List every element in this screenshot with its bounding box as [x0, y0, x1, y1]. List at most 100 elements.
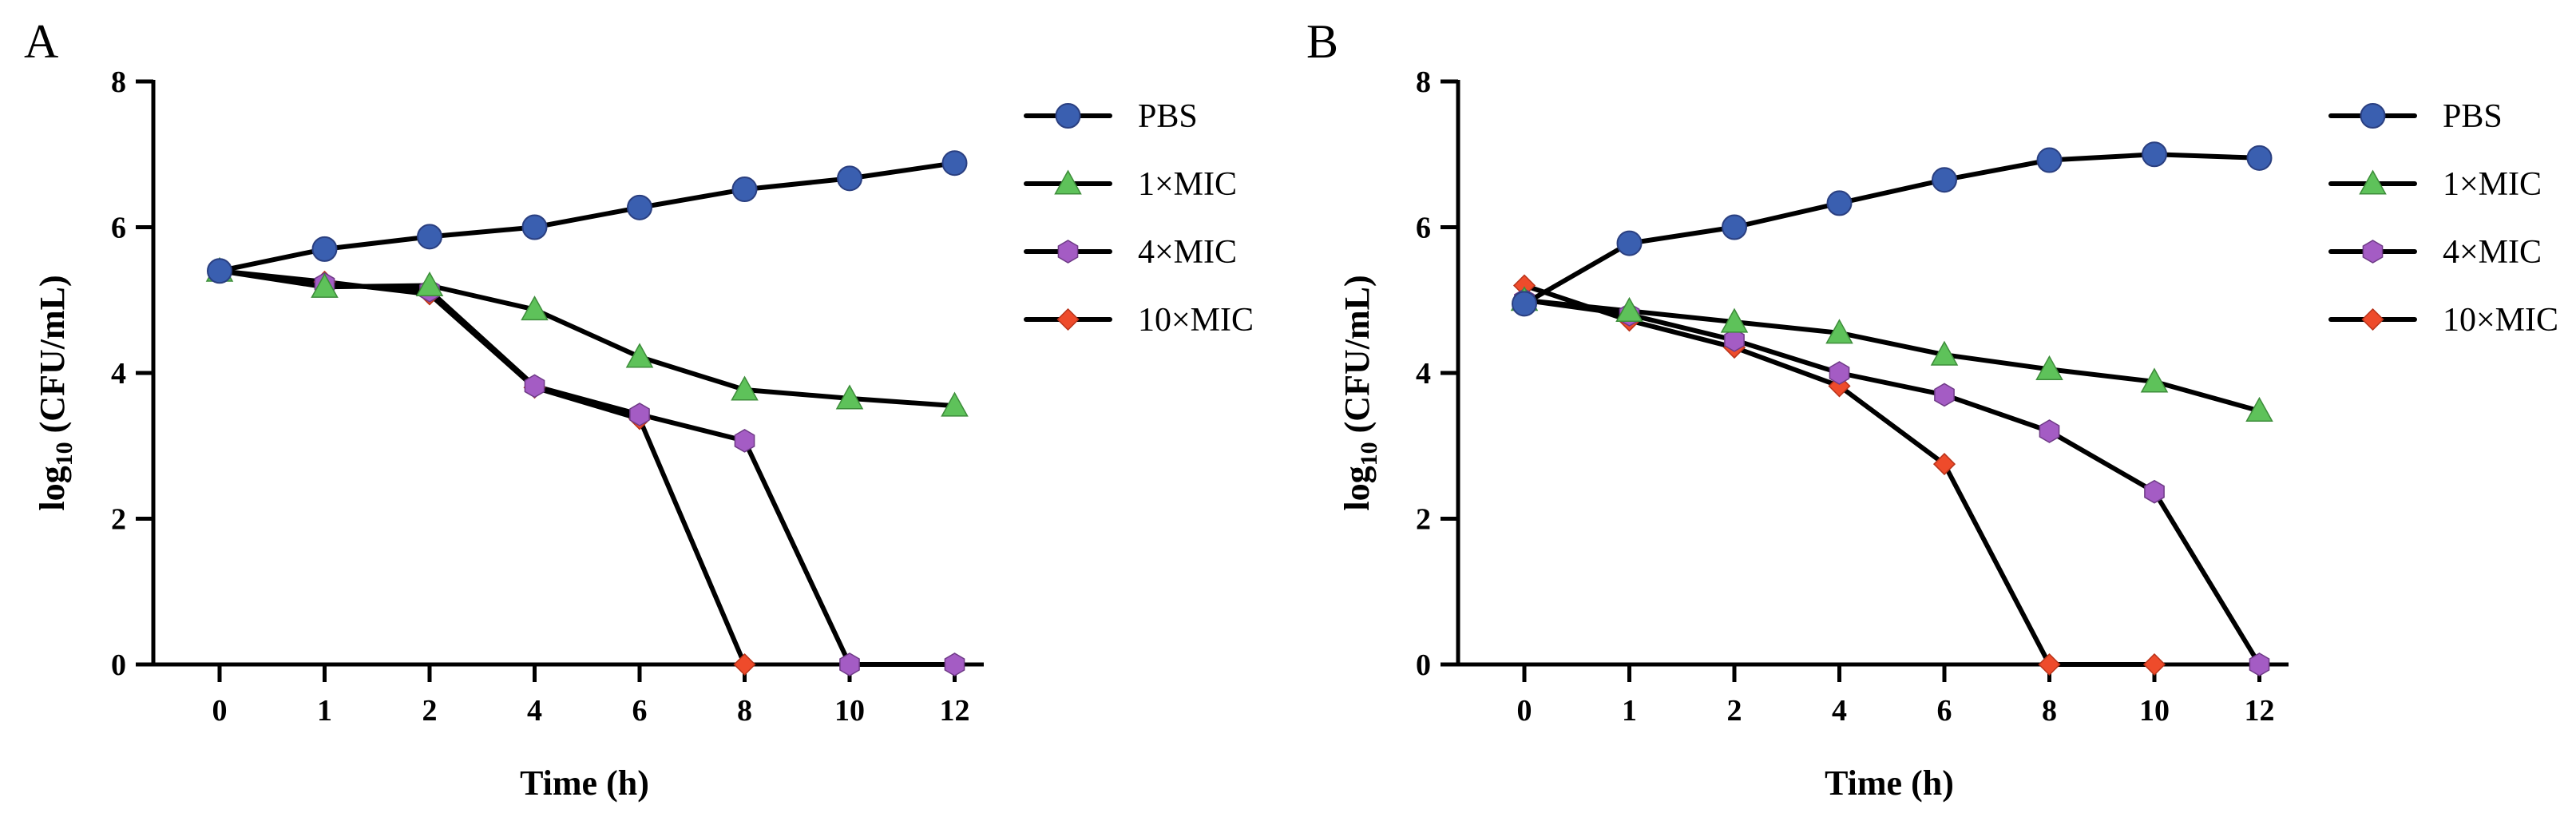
x-axis-title: Time (h) — [1825, 763, 1954, 803]
series-line-4×MIC — [1522, 297, 2262, 667]
x-tick-label: 10 — [2139, 694, 2170, 728]
y-axis-title-sub: 10 — [51, 442, 77, 466]
y-axis-title-log: log — [1338, 466, 1377, 510]
data-point-4×MIC — [1934, 383, 1955, 407]
data-point-PBS — [1512, 291, 1537, 317]
data-point-PBS — [207, 258, 232, 284]
data-point-10×MIC — [733, 652, 756, 676]
legend-label: 1×MIC — [1138, 166, 1237, 203]
data-point-4×MIC — [2039, 419, 2060, 443]
series-line-1×MIC — [217, 268, 957, 409]
y-axis-title: log10 (CFU/mL) — [33, 275, 77, 510]
x-tick-label: 6 — [632, 694, 648, 728]
y-axis-title-unit: (CFU/mL) — [33, 275, 72, 442]
x-tick-label: 6 — [1937, 694, 1952, 728]
y-tick-label: 6 — [1416, 212, 1431, 245]
x-tick-label: 12 — [940, 694, 970, 728]
data-point-PBS — [1826, 190, 1853, 216]
data-point-4×MIC — [629, 403, 650, 426]
legend-marker — [2359, 169, 2387, 195]
legend-marker — [1055, 103, 1081, 129]
y-tick-label: 4 — [111, 357, 126, 391]
data-point-PBS — [1616, 230, 1643, 256]
data-point-1×MIC — [311, 272, 339, 298]
x-tick-label: 4 — [1832, 694, 1847, 728]
legend-label: PBS — [1138, 98, 1198, 135]
data-point-PBS — [1722, 214, 1747, 240]
data-point-1×MIC — [1930, 340, 1959, 366]
data-point-PBS — [521, 214, 548, 240]
data-point-1×MIC — [2140, 367, 2169, 393]
data-point-4×MIC — [839, 652, 860, 676]
data-point-1×MIC — [731, 375, 759, 401]
series-line-4×MIC — [217, 268, 957, 667]
data-point-10×MIC — [2038, 652, 2061, 676]
data-point-1×MIC — [2035, 355, 2063, 380]
data-point-1×MIC — [415, 271, 444, 297]
data-point-PBS — [731, 176, 758, 203]
legend-label: 4×MIC — [1138, 234, 1237, 271]
data-point-1×MIC — [2245, 396, 2273, 422]
legend-marker — [2361, 307, 2384, 331]
x-tick-label: 12 — [2245, 694, 2275, 728]
data-point-PBS — [417, 224, 442, 250]
legend-marker — [1054, 169, 1082, 195]
data-point-4×MIC — [944, 652, 965, 676]
data-point-PBS — [1932, 167, 1957, 193]
legend-label: 1×MIC — [2443, 166, 2542, 203]
series-line-1×MIC — [1522, 297, 2262, 414]
legend-label: PBS — [2443, 98, 2503, 135]
data-point-4×MIC — [734, 429, 755, 453]
x-tick-label: 0 — [212, 694, 228, 728]
y-tick-label: 8 — [1416, 65, 1431, 99]
series-line-PBS — [1522, 152, 2262, 307]
x-tick-label: 10 — [834, 694, 865, 728]
x-axis-title: Time (h) — [520, 763, 649, 803]
data-point-1×MIC — [1615, 296, 1643, 322]
y-tick-label: 6 — [111, 212, 126, 245]
legend-label: 4×MIC — [2443, 234, 2542, 271]
data-point-PBS — [2142, 141, 2167, 168]
data-point-4×MIC — [524, 374, 545, 399]
legend-marker — [1056, 307, 1080, 331]
y-tick-label: 0 — [1416, 648, 1431, 682]
data-point-1×MIC — [835, 384, 864, 410]
panel-label: B — [1306, 15, 1338, 68]
y-tick-label: 0 — [111, 648, 126, 682]
x-tick-label: 1 — [317, 694, 332, 728]
data-point-1×MIC — [941, 391, 969, 417]
legend-label: 10×MIC — [2443, 302, 2558, 339]
data-point-PBS — [2036, 147, 2063, 173]
panel-label: A — [24, 15, 58, 68]
y-tick-label: 8 — [111, 65, 126, 99]
y-tick-label: 4 — [1416, 357, 1431, 391]
y-axis-title-sub: 10 — [1356, 442, 1382, 466]
data-point-PBS — [837, 165, 862, 192]
x-tick-label: 8 — [737, 694, 752, 728]
legend-marker — [1057, 240, 1079, 264]
y-tick-label: 2 — [1416, 503, 1431, 537]
data-point-1×MIC — [521, 295, 549, 321]
y-tick-label: 2 — [111, 503, 126, 537]
series-line-10×MIC — [217, 268, 747, 667]
data-point-PBS — [2246, 145, 2273, 171]
legend-marker — [2362, 240, 2384, 264]
y-axis-title-log: log — [33, 466, 72, 510]
data-point-4×MIC — [1829, 361, 1850, 385]
data-point-4×MIC — [2249, 652, 2270, 676]
data-point-1×MIC — [625, 343, 654, 368]
data-point-4×MIC — [2144, 479, 2165, 504]
x-tick-label: 8 — [2042, 694, 2057, 728]
data-point-PBS — [311, 236, 338, 262]
x-tick-label: 2 — [422, 694, 438, 728]
y-axis-title-unit: (CFU/mL) — [1338, 275, 1377, 442]
series-line-PBS — [217, 161, 957, 274]
x-tick-label: 0 — [1517, 694, 1532, 728]
data-point-1×MIC — [1720, 307, 1749, 333]
x-tick-label: 2 — [1727, 694, 1742, 728]
x-tick-label: 1 — [1622, 694, 1637, 728]
data-point-10×MIC — [2142, 652, 2166, 676]
